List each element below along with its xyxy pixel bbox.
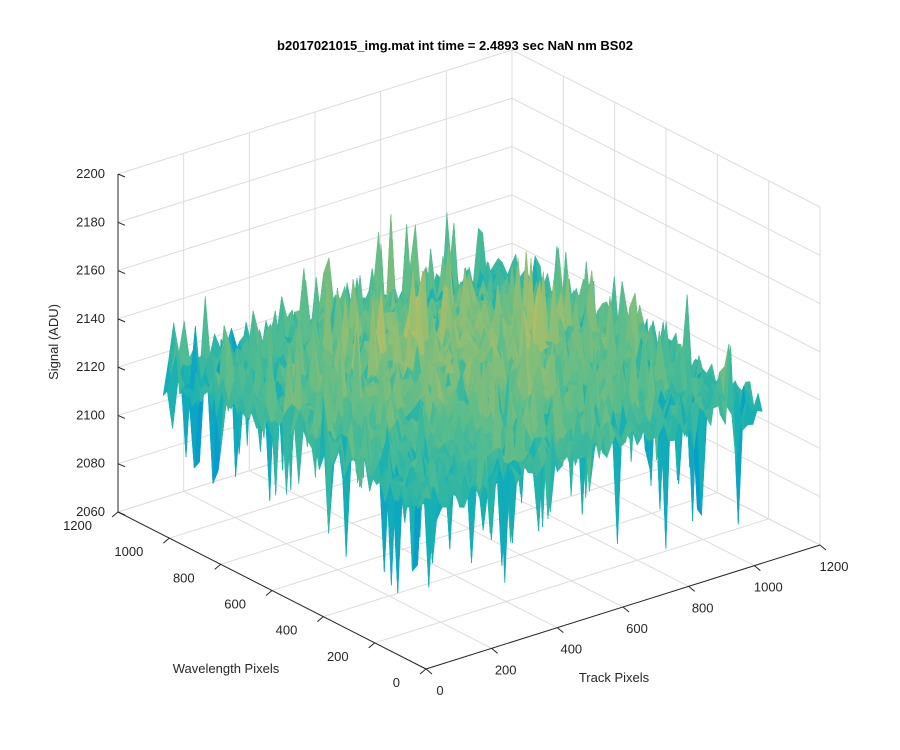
chart-title: b2017021015_img.mat int time = 2.4893 se… (277, 38, 633, 53)
z-tick-label: 2080 (76, 456, 105, 471)
z-tick (117, 270, 126, 275)
y-tick (265, 590, 273, 596)
y-tick (111, 511, 119, 518)
y-tick-label: 400 (276, 623, 298, 638)
x-tick-label: 1000 (754, 580, 783, 595)
x-tick-label: 800 (692, 600, 714, 615)
y-tick-label: 1000 (114, 544, 143, 559)
x-tick-label: 200 (495, 662, 517, 677)
y-tick (214, 563, 221, 570)
z-tick-label: 2100 (76, 407, 105, 422)
z-tick-label: 2180 (76, 214, 105, 229)
wall-gridline-z (117, 194, 821, 353)
wall-gridline-z (117, 97, 821, 256)
x-tick (491, 647, 498, 654)
z-tick (117, 366, 126, 371)
z-tick (117, 511, 126, 516)
x-tick-label: 400 (560, 642, 582, 657)
z-tick (117, 414, 126, 419)
y-tick (368, 642, 375, 649)
y-tick (419, 668, 427, 675)
x-tick (622, 606, 630, 613)
x-axis-label: Track Pixels (579, 670, 650, 685)
y-tick-label: 800 (173, 570, 195, 585)
y-axis-label: Wavelength Pixels (173, 661, 280, 676)
z-tick (117, 463, 126, 468)
x-tick (754, 565, 761, 572)
z-tick-label: 2120 (76, 359, 105, 374)
wall-gridline-z (117, 242, 821, 401)
wall-gridline-z (117, 49, 821, 208)
y-tick (163, 537, 170, 544)
z-tick (117, 318, 126, 323)
surface-layer (162, 212, 763, 594)
x-tick (425, 668, 433, 675)
x-tick-label: 0 (436, 683, 443, 698)
y-tick (317, 616, 324, 623)
x-tick (688, 585, 695, 592)
x-tick-label: 1200 (820, 559, 849, 574)
z-tick-label: 2140 (76, 311, 105, 326)
wall-gridline-z (117, 146, 821, 305)
z-tick-label: 2060 (76, 504, 105, 519)
z-tick (117, 173, 126, 178)
y-tick-label: 1200 (63, 518, 92, 533)
floor-gridline-y (323, 492, 718, 618)
x-tick (819, 544, 827, 551)
z-tick-label: 2160 (76, 263, 105, 278)
floor-gridline-y (271, 466, 667, 591)
y-tick-label: 600 (224, 597, 246, 612)
z-tick-label: 2200 (76, 166, 105, 181)
z-tick (117, 221, 126, 226)
floor-gridline-y (374, 518, 769, 644)
z-axis-label: Signal (ADU) (46, 304, 61, 380)
y-tick-label: 0 (393, 675, 400, 690)
x-tick (557, 627, 564, 634)
y-tick-label: 200 (327, 649, 349, 664)
x-tick-label: 600 (626, 621, 648, 636)
